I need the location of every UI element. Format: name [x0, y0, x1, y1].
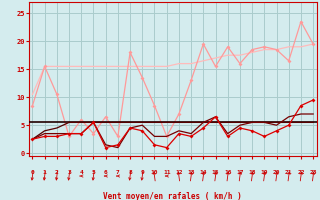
X-axis label: Vent moyen/en rafales ( km/h ): Vent moyen/en rafales ( km/h ) — [103, 192, 242, 200]
